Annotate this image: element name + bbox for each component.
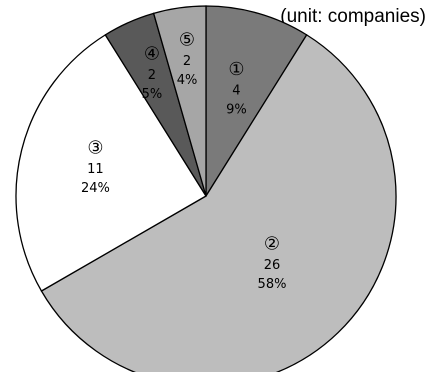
pie-slice-5	[152, 5, 207, 197]
slice-value-5: 2	[183, 54, 191, 69]
pie-slice-2	[40, 33, 397, 372]
slice-label-3: ③	[87, 137, 103, 158]
slice-value-1: 4	[232, 84, 240, 99]
slice-percent-3: 24%	[81, 181, 110, 196]
slice-label-5: ⑤	[179, 30, 195, 51]
slice-label-2: ②	[264, 233, 280, 254]
slice-percent-2: 58%	[258, 277, 287, 292]
slice-percent-5: 4%	[177, 73, 198, 88]
slice-value-4: 2	[148, 68, 156, 83]
slice-label-4: ④	[144, 44, 160, 65]
slice-label-1: ①	[228, 59, 244, 80]
slice-value-3: 11	[87, 162, 104, 177]
slice-percent-1: 9%	[226, 103, 247, 118]
pie-slice-3	[15, 33, 207, 292]
slice-percent-4: 5%	[142, 87, 163, 102]
unit-note: (unit: companies)	[280, 6, 426, 27]
slice-value-2: 26	[264, 258, 281, 273]
pie-slice-1	[205, 5, 308, 199]
